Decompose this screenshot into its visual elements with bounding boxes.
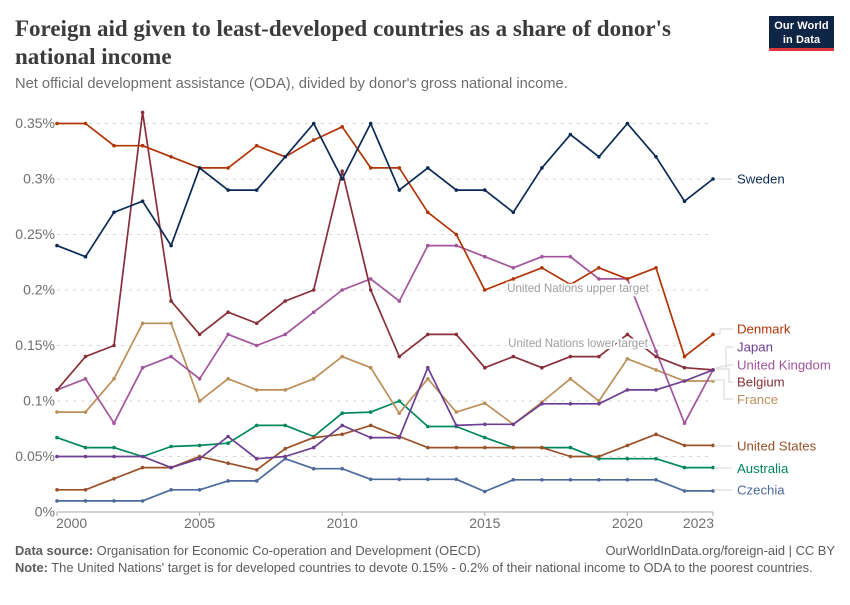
svg-text:2005: 2005 bbox=[184, 515, 215, 531]
svg-text:0.1%: 0.1% bbox=[23, 392, 55, 408]
svg-text:United Kingdom: United Kingdom bbox=[737, 358, 831, 373]
svg-text:2000: 2000 bbox=[56, 515, 87, 531]
svg-text:France: France bbox=[737, 392, 778, 407]
svg-text:0.15%: 0.15% bbox=[15, 337, 55, 353]
svg-text:Denmark: Denmark bbox=[737, 322, 791, 337]
svg-text:0.2%: 0.2% bbox=[23, 281, 55, 297]
svg-text:2023: 2023 bbox=[683, 515, 714, 531]
svg-text:0%: 0% bbox=[35, 503, 55, 519]
svg-text:2015: 2015 bbox=[469, 515, 500, 531]
svg-text:0.05%: 0.05% bbox=[15, 448, 55, 464]
svg-text:0.3%: 0.3% bbox=[23, 170, 55, 186]
svg-text:2010: 2010 bbox=[327, 515, 358, 531]
svg-text:Belgium: Belgium bbox=[737, 374, 785, 389]
svg-text:Sweden: Sweden bbox=[737, 172, 785, 187]
svg-text:0.35%: 0.35% bbox=[15, 115, 55, 131]
svg-text:United Nations lower target: United Nations lower target bbox=[508, 337, 649, 350]
svg-text:United States: United States bbox=[737, 439, 817, 454]
svg-text:2020: 2020 bbox=[612, 515, 643, 531]
svg-text:United Nations upper target: United Nations upper target bbox=[507, 282, 650, 295]
svg-text:Australia: Australia bbox=[737, 461, 789, 476]
svg-text:0.25%: 0.25% bbox=[15, 226, 55, 242]
svg-text:Japan: Japan bbox=[737, 339, 773, 354]
svg-text:Czechia: Czechia bbox=[737, 483, 785, 498]
